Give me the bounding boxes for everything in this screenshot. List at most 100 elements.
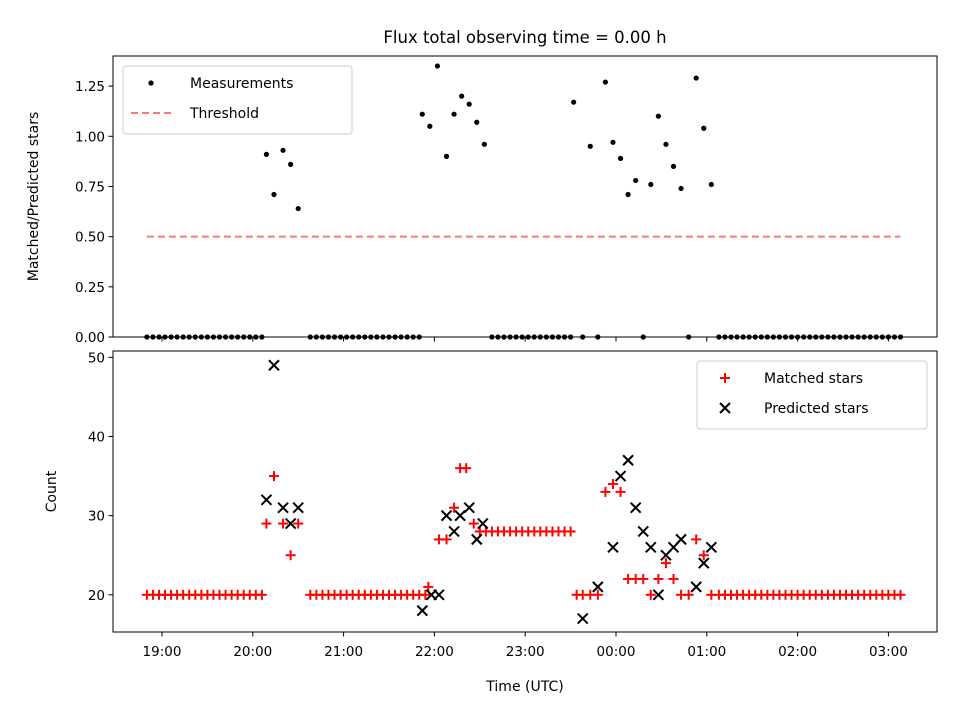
measurement-point <box>861 334 867 340</box>
predicted-star-point <box>284 517 297 530</box>
measurement-point <box>587 143 593 149</box>
legend-measurement-swatch <box>148 80 154 86</box>
predicted-star-point <box>592 581 604 593</box>
matched-star-point <box>261 518 272 529</box>
measurement-point <box>235 334 241 340</box>
bottom-panel: 20 30 40 50 19:00 20:00 21:00 22:00 23:00 00:00 01… <box>44 350 938 695</box>
measurement-point <box>531 334 537 340</box>
measurement-point <box>192 334 198 340</box>
x-d2 <box>416 604 429 617</box>
matched-star-point <box>468 518 479 529</box>
data-layer <box>144 63 904 340</box>
x-d2 <box>268 359 280 371</box>
measurement-point <box>734 334 740 340</box>
measurement-point <box>617 155 624 161</box>
measurement-point <box>398 334 404 340</box>
matched-star-point <box>293 518 304 529</box>
measurement-point <box>168 334 174 340</box>
measurement-point <box>313 334 319 340</box>
measurement-point <box>837 334 843 340</box>
predicted-star-point <box>690 581 702 593</box>
measurement-point <box>419 111 425 117</box>
measurement-point <box>801 334 807 340</box>
x-d2 <box>292 502 304 514</box>
y-tick-label: 50 <box>88 350 105 366</box>
matched-star-point <box>691 534 702 545</box>
x-d2 <box>260 494 273 506</box>
measurement-point <box>795 334 801 340</box>
measurement-point <box>280 147 286 153</box>
measurement-point <box>434 63 441 69</box>
measurement-point <box>663 141 669 147</box>
measurement-point <box>549 334 556 340</box>
y-tick-label: 1.00 <box>75 129 105 145</box>
measurement-point <box>561 334 568 340</box>
matched-star-point <box>441 534 452 545</box>
measurement-point <box>843 334 849 340</box>
measurement-point <box>655 113 661 119</box>
measurement-point <box>770 334 776 340</box>
x-tick-label: 03:00 <box>869 644 908 660</box>
x-d2 <box>705 541 718 554</box>
measurement-point <box>610 139 616 145</box>
measurement-point <box>776 334 783 340</box>
measurement-point <box>368 334 374 340</box>
matched-star-point <box>895 589 906 600</box>
data-layer <box>141 359 906 625</box>
x-d2 <box>637 525 649 538</box>
predicted-star-point <box>698 557 710 569</box>
measurement-point <box>752 334 758 340</box>
matched-star-point <box>698 550 709 561</box>
x-d2 <box>690 581 702 593</box>
measurement-point <box>602 79 609 85</box>
x-tick-label: 02:00 <box>778 644 817 660</box>
x-d2 <box>277 502 289 514</box>
measurement-point <box>386 334 392 340</box>
x-tick-label: 01:00 <box>687 644 726 660</box>
measurement-point <box>307 334 313 340</box>
measurement-point <box>831 334 837 340</box>
predicted-star-point <box>705 541 718 554</box>
measurement-point <box>180 334 186 340</box>
top-panel: 0.00 0.25 0.50 0.75 1.00 1.25 Matched/Predicte… <box>26 55 938 346</box>
measurement-point <box>459 93 465 99</box>
legend: Measurements Threshold <box>122 65 353 135</box>
predicted-star-point <box>440 509 453 522</box>
measurement-point <box>855 334 861 340</box>
measurement-point <box>746 334 752 340</box>
predicted-star-point <box>471 533 483 546</box>
measurement-point <box>580 334 586 340</box>
x-tick-label: 23:00 <box>506 644 545 660</box>
measurement-point <box>443 153 450 159</box>
measurement-point <box>740 334 746 340</box>
measurement-point <box>495 334 501 340</box>
measurement-point <box>295 205 301 212</box>
x-d2 <box>440 509 453 522</box>
measurement-point <box>241 334 247 340</box>
measurement-point <box>501 334 507 340</box>
figure-title: Flux total observing time = 0.00 h <box>383 28 666 47</box>
measurement-point <box>350 334 356 340</box>
measurement-point <box>198 334 204 340</box>
matched-star-point <box>660 558 671 569</box>
measurement-point <box>701 125 707 131</box>
measurement-point <box>319 334 326 340</box>
measurement-point <box>595 334 601 340</box>
x-tick-label: 19:00 <box>143 644 182 660</box>
legend: Matched stars Predicted stars <box>696 360 928 430</box>
x-tick-label: 00:00 <box>597 644 636 660</box>
legend-label: Predicted stars <box>764 401 869 417</box>
y-tick-label: 0.75 <box>75 179 105 195</box>
measurement-point <box>210 334 217 340</box>
measurement-point <box>481 141 487 147</box>
measurement-point <box>537 334 543 340</box>
measurement-point <box>507 334 513 340</box>
measurement-point <box>337 334 344 340</box>
y-axis-label: Count <box>44 470 60 512</box>
x-d2 <box>433 589 445 601</box>
measurement-point <box>568 334 574 340</box>
measurement-point <box>788 334 795 340</box>
measurement-point <box>186 334 192 340</box>
legend-label: Matched stars <box>764 371 863 387</box>
measurement-point <box>204 334 210 340</box>
